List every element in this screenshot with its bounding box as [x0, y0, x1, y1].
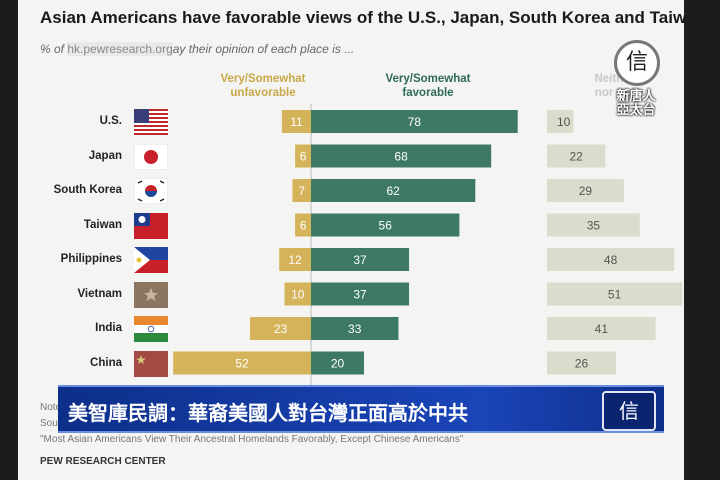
- bar-unfavorable-south-korea: [292, 179, 311, 202]
- footer-source-line: Sou: [40, 418, 58, 429]
- label-neither-vietnam: 51: [608, 288, 622, 302]
- label-favorable-philippines: 37: [353, 253, 367, 267]
- bar-unfavorable-u-s: [281, 110, 311, 133]
- subtitle-watermark: hk.pewresearch.org: [67, 42, 173, 56]
- bar-neither-u-s: [547, 110, 574, 133]
- column-header-unfavorable: Very/Somewhat unfavorable: [208, 72, 318, 100]
- label-favorable-india: 33: [348, 322, 362, 336]
- news-logo-icon: 信: [602, 391, 656, 431]
- chart-title: Asian Americans have favorable views of …: [40, 8, 707, 27]
- bar-neither-philippines: [547, 248, 675, 271]
- bar-favorable-india: [311, 317, 399, 340]
- bar-favorable-taiwan: [311, 213, 460, 237]
- label-unfavorable-india: 23: [274, 322, 288, 336]
- south-korea-flag-icon: [134, 178, 168, 204]
- ntd-logo-text: 新唐人 亞太台: [608, 90, 664, 118]
- bar-unfavorable-india: [250, 317, 311, 340]
- label-unfavorable-u-s: 11: [290, 115, 303, 129]
- label-unfavorable-philippines: 12: [288, 253, 302, 267]
- bar-neither-taiwan: [547, 213, 640, 237]
- ntd-logo-text-line2: 亞太台: [616, 103, 656, 118]
- label-neither-taiwan: 35: [587, 219, 601, 233]
- bar-unfavorable-taiwan: [295, 213, 311, 237]
- country-label-china: China: [90, 356, 122, 369]
- bar-neither-india: [547, 317, 656, 340]
- chart-plot: 11 78 10 6 68 22 7 62 29 6 56 35 12 37 48 10 37 51 23 33 41 5…: [173, 104, 683, 386]
- news-caption-text: 美智庫民調：華裔美國人對台灣正面高於中共: [68, 401, 468, 425]
- label-neither-japan: 22: [569, 150, 583, 164]
- label-unfavorable-taiwan: 6: [300, 219, 307, 233]
- label-unfavorable-japan: 6: [300, 150, 307, 164]
- label-neither-china: 26: [575, 357, 589, 371]
- vietnam-flag-icon: [134, 281, 168, 308]
- india-flag-icon: [134, 316, 168, 342]
- footer-note: Note: [40, 402, 62, 413]
- country-label-philippines: Philippines: [60, 253, 122, 265]
- subtitle-prefix: % of: [40, 42, 68, 56]
- label-unfavorable-vietnam: 10: [291, 288, 305, 302]
- footer-report-title: "Most Asian Americans View Their Ancestr…: [40, 434, 464, 445]
- column-header-unfavorable-line1: Very/Somewhat: [220, 73, 306, 85]
- bar-favorable-vietnam: [311, 282, 410, 306]
- label-favorable-u-s: 78: [408, 115, 422, 129]
- bar-favorable-u-s: [311, 110, 518, 133]
- taiwan-flag-icon: [134, 212, 168, 239]
- bar-neither-vietnam: [547, 282, 683, 306]
- ntd-logo-icon: 信: [614, 40, 660, 86]
- ntd-logo-text-line1: 新唐人: [616, 89, 656, 104]
- country-label-vietnam: Vietnam: [77, 287, 122, 300]
- bar-unfavorable-philippines: [279, 248, 311, 271]
- bar-favorable-japan: [311, 144, 492, 168]
- country-label-japan: Japan: [88, 149, 122, 162]
- column-header-favorable-line2: favorable: [402, 87, 454, 99]
- column-header-favorable-line1: Very/Somewhat: [385, 73, 471, 85]
- label-favorable-china: 20: [331, 357, 345, 371]
- country-label-taiwan: Taiwan: [83, 218, 122, 231]
- label-unfavorable-china: 52: [235, 357, 249, 371]
- china-flag-icon: [134, 350, 168, 377]
- country-label-u-s: U.S.: [99, 115, 122, 127]
- footer-source: PEW RESEARCH CENTER: [40, 456, 166, 467]
- column-header-unfavorable-line2: unfavorable: [230, 87, 296, 99]
- column-header-favorable: Very/Somewhat favorable: [373, 72, 483, 100]
- subtitle-suffix: ay their opinion of each place is ...: [172, 42, 355, 56]
- ntd-corner-logo: 信 新唐人 亞太台: [608, 40, 664, 124]
- label-neither-philippines: 48: [604, 253, 618, 267]
- country-label-india: India: [95, 322, 122, 334]
- label-favorable-taiwan: 56: [379, 219, 393, 233]
- label-unfavorable-south-korea: 7: [298, 184, 305, 198]
- bar-neither-japan: [547, 144, 606, 168]
- chart-subtitle: % of hk.pewresearch.orgay their opinion …: [40, 42, 354, 56]
- label-neither-south-korea: 29: [579, 184, 593, 198]
- label-neither-india: 41: [595, 322, 609, 336]
- news-caption-bar: 美智庫民調：華裔美國人對台灣正面高於中共 信: [58, 385, 664, 433]
- bar-favorable-south-korea: [311, 179, 476, 202]
- label-favorable-japan: 68: [394, 150, 408, 164]
- japan-flag-icon: [134, 143, 168, 170]
- philippines-flag-icon: [134, 247, 168, 273]
- bar-neither-south-korea: [547, 179, 624, 202]
- bar-unfavorable-china: [173, 351, 311, 375]
- country-label-south-korea: South Korea: [53, 184, 122, 196]
- bar-neither-china: [547, 351, 616, 375]
- bar-unfavorable-japan: [295, 144, 311, 168]
- bar-unfavorable-vietnam: [284, 282, 311, 306]
- bar-favorable-philippines: [311, 248, 410, 271]
- bar-favorable-china: [311, 351, 364, 375]
- us-flag-icon: [134, 109, 168, 135]
- label-favorable-vietnam: 37: [353, 288, 367, 302]
- label-favorable-south-korea: 62: [386, 184, 400, 198]
- column-header-neither-line2: nor unfav: [594, 87, 648, 99]
- label-neither-u-s: 10: [557, 115, 571, 129]
